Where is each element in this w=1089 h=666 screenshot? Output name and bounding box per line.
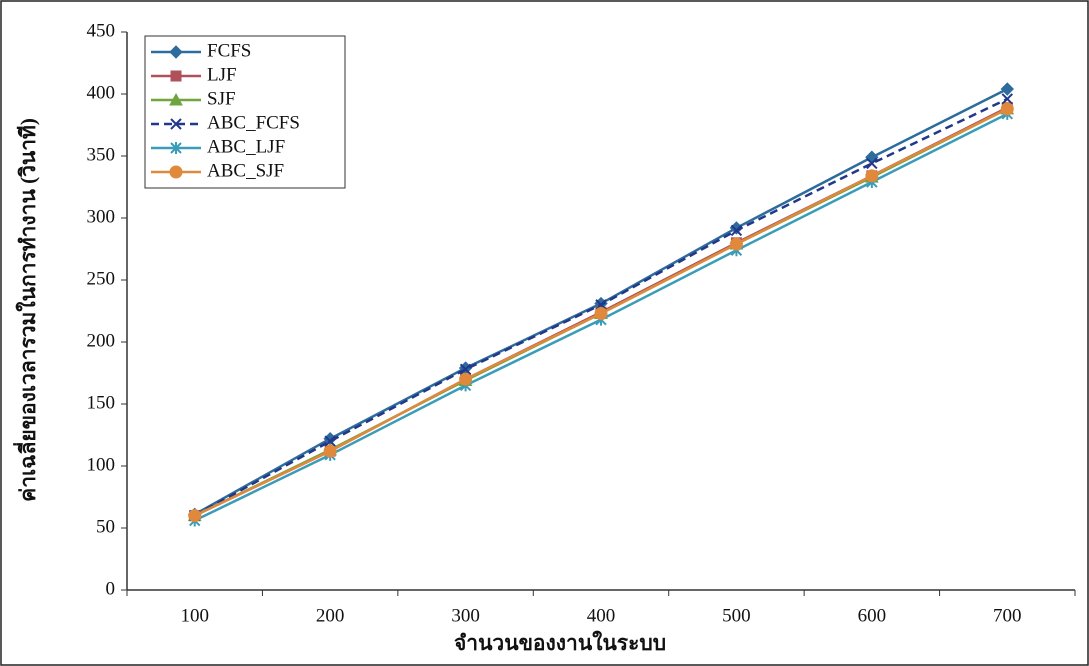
x-tick-label: 400: [587, 605, 616, 626]
legend-box: [144, 35, 346, 189]
point: [866, 157, 878, 170]
y-tick-label: 100: [87, 454, 116, 475]
y-tick-label: 150: [87, 392, 116, 413]
point: [459, 363, 472, 375]
point: [729, 237, 743, 251]
x-tick-label: 700: [993, 605, 1022, 626]
point: [169, 165, 183, 179]
point: [169, 92, 183, 106]
x-tick-label: 600: [858, 605, 887, 626]
y-tick-label: 350: [87, 144, 116, 165]
point: [1000, 82, 1014, 96]
point: [323, 444, 337, 458]
point: [459, 372, 473, 386]
point: [170, 142, 182, 154]
point: [170, 70, 182, 82]
y-tick-label: 300: [87, 206, 116, 227]
x-tick-label: 100: [180, 605, 209, 626]
x-tick-label: 500: [722, 605, 751, 626]
legend-marker: [170, 70, 182, 82]
legend-label: ABC_SJF: [207, 160, 284, 181]
legend-label: ABC_LJF: [207, 136, 285, 157]
y-tick-label: 0: [106, 578, 116, 599]
legend-label: SJF: [207, 88, 236, 109]
point: [169, 45, 183, 59]
legend-marker: [170, 118, 182, 130]
legend-label: ABC_FCFS: [207, 112, 300, 133]
point: [730, 224, 743, 237]
y-tick-label: 250: [87, 268, 116, 289]
legend-marker: [169, 92, 183, 106]
legend-label: FCFS: [207, 40, 251, 61]
legend-marker: [169, 165, 183, 179]
y-tick-label: 200: [87, 330, 116, 351]
point: [865, 169, 879, 183]
point: [170, 118, 182, 130]
x-tick-label: 200: [316, 605, 345, 626]
y-tick-label: 400: [87, 82, 116, 103]
y-tick-label: 450: [87, 20, 116, 41]
x-tick-label: 300: [451, 605, 480, 626]
legend-label: LJF: [207, 64, 237, 85]
point: [1000, 102, 1014, 116]
legend-marker: [169, 45, 183, 59]
y-tick-label: 50: [96, 516, 115, 537]
point: [594, 306, 608, 320]
point: [1001, 93, 1013, 105]
point: [324, 435, 336, 447]
legend-marker: [170, 142, 182, 154]
point: [188, 509, 202, 523]
y-axis-title: ค่าเฉลี่ยของเวลารวมในการทำงาน (วินาที): [12, 118, 40, 502]
x-axis-title: จำนวนของงานในระบบ: [454, 630, 666, 655]
